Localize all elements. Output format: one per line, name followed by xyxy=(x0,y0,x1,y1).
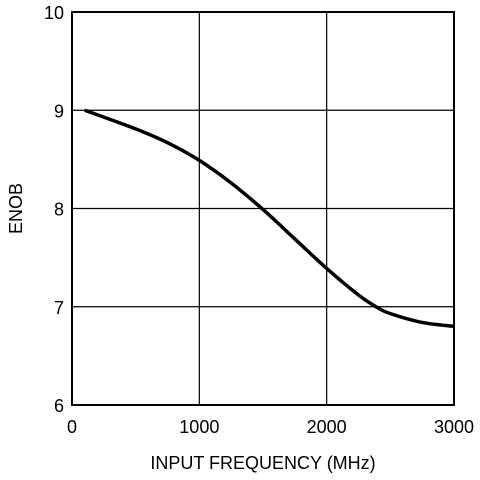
tick-labels: 0 1000 2000 3000 6 7 8 9 10 xyxy=(44,3,474,437)
series-line xyxy=(84,108,455,329)
x-tick-label: 3000 xyxy=(434,417,474,437)
x-axis-label: INPUT FREQUENCY (MHz) xyxy=(150,453,375,473)
x-tick-label: 1000 xyxy=(179,417,219,437)
x-tick-label: 0 xyxy=(67,417,77,437)
y-tick-label: 10 xyxy=(44,3,64,23)
grid-lines xyxy=(72,12,454,405)
y-axis-label: ENOB xyxy=(6,183,26,234)
x-tick-label: 2000 xyxy=(307,417,347,437)
y-tick-label: 7 xyxy=(54,298,64,318)
series-group xyxy=(84,108,455,329)
y-tick-label: 9 xyxy=(54,101,64,121)
y-tick-label: 8 xyxy=(54,200,64,220)
plot-frame xyxy=(71,11,455,406)
y-tick-label: 6 xyxy=(54,396,64,416)
